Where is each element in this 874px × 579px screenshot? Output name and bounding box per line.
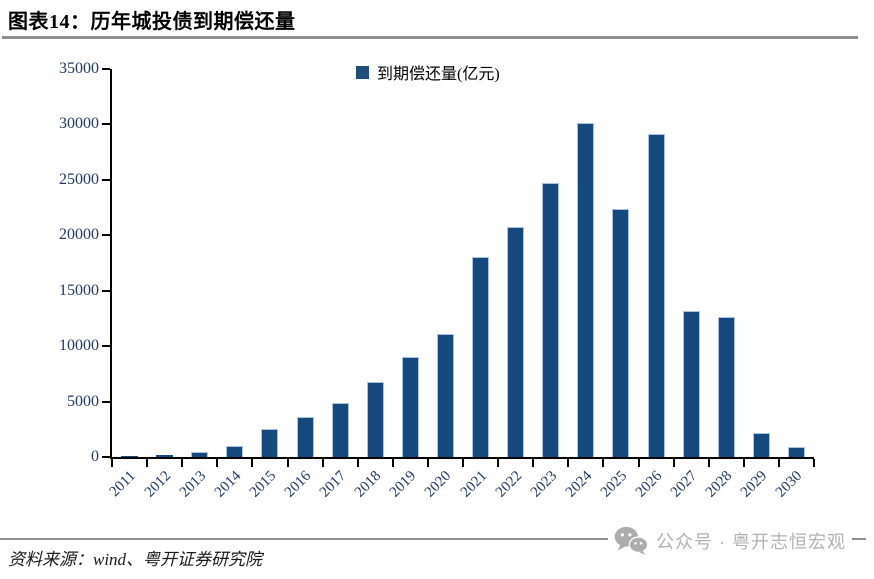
x-tick xyxy=(532,459,535,467)
x-axis-label: 2025 xyxy=(597,468,631,501)
plot-area: 0 5000 10000 15000 20000 25000 30000 35000 2011 2… xyxy=(59,60,815,501)
x-axis-label: 2015 xyxy=(246,468,280,501)
x-tick xyxy=(426,459,429,467)
x-axis-label: 2021 xyxy=(457,468,490,501)
bar-2025 xyxy=(612,208,630,457)
x-axis-label: 2011 xyxy=(106,468,139,501)
x-tick xyxy=(216,459,219,467)
x-axis-label: 2017 xyxy=(316,468,350,501)
x-axis-label: 2026 xyxy=(632,468,666,501)
bar-2030 xyxy=(787,447,805,457)
bar-2024 xyxy=(577,123,595,457)
bar-2018 xyxy=(366,382,384,457)
x-axis-label: 2012 xyxy=(141,468,174,501)
x-axis-label: 2019 xyxy=(387,468,420,501)
watermark: 公众号 · 粤开志恒宏观 xyxy=(608,524,852,557)
x-tick xyxy=(391,459,394,467)
x-axis-label: 2029 xyxy=(738,468,771,501)
legend-marker xyxy=(356,65,369,79)
x-tick xyxy=(637,459,640,467)
bar-2021 xyxy=(472,256,490,457)
x-axis-label: 2013 xyxy=(176,468,210,501)
y-tick xyxy=(102,400,110,403)
y-axis-label: 15000 xyxy=(59,281,99,299)
bar-2017 xyxy=(331,402,349,457)
y-tick xyxy=(102,178,110,181)
x-tick xyxy=(462,459,464,467)
y-tick xyxy=(102,68,110,70)
x-axis-label: 2024 xyxy=(562,468,596,501)
bar-2022 xyxy=(507,226,525,457)
source-note: 资料来源：wind、粤开证券研究院 xyxy=(8,545,263,570)
bar-2020 xyxy=(436,333,454,457)
y-axis-label: 20000 xyxy=(59,226,99,244)
y-axis-label: 35000 xyxy=(59,60,99,77)
bar-2027 xyxy=(682,310,700,457)
footer-divider xyxy=(0,538,866,540)
x-tick xyxy=(672,459,675,467)
watermark-text: 公众号 · 粤开志恒宏观 xyxy=(656,531,846,552)
bar-2016 xyxy=(296,417,314,457)
chart-legend: 到期偿还量(亿元) xyxy=(356,60,500,84)
bar-2013 xyxy=(191,452,209,457)
bar-2023 xyxy=(542,183,560,457)
x-axis-label: 2027 xyxy=(667,468,701,501)
bar-2011 xyxy=(121,456,139,457)
legend-label: 到期偿还量(亿元) xyxy=(377,66,500,83)
x-tick xyxy=(146,459,149,467)
bar-2019 xyxy=(401,357,419,457)
x-tick xyxy=(567,459,570,467)
y-axis-label: 25000 xyxy=(59,170,99,188)
x-tick xyxy=(497,459,500,467)
x-axis-label: 2020 xyxy=(422,468,455,501)
x-tick xyxy=(707,459,710,467)
x-tick xyxy=(813,459,815,467)
figure-title: 图表14：历年城投债到期偿还量 xyxy=(8,11,296,33)
y-axis-label: 10000 xyxy=(59,337,99,355)
y-axis-label: 30000 xyxy=(59,115,99,133)
bar-2028 xyxy=(717,316,735,457)
y-tick xyxy=(102,456,110,458)
wechat-icon xyxy=(614,526,648,555)
x-tick xyxy=(286,459,289,467)
bar-2015 xyxy=(261,428,279,457)
y-tick xyxy=(102,345,110,348)
x-tick xyxy=(111,459,113,467)
x-axis-label: 2028 xyxy=(703,468,736,501)
y-axis-label: 0 xyxy=(91,448,99,465)
x-tick xyxy=(321,459,324,467)
x-tick xyxy=(602,459,605,467)
x-tick xyxy=(181,459,184,467)
y-tick xyxy=(102,234,110,237)
title-divider xyxy=(2,36,858,39)
y-axis-label: 5000 xyxy=(67,392,99,410)
x-tick xyxy=(777,459,780,467)
bar-2012 xyxy=(156,455,174,457)
x-axis-label: 2018 xyxy=(352,468,385,501)
x-axis-label: 2014 xyxy=(211,468,245,501)
y-tick xyxy=(102,123,110,126)
x-axis-label: 2023 xyxy=(527,468,561,501)
x-axis-label: 2022 xyxy=(492,468,525,501)
x-tick xyxy=(742,459,745,467)
bar-2026 xyxy=(647,134,665,457)
x-axis-label: 2016 xyxy=(281,468,315,501)
x-axis-label: 2030 xyxy=(773,468,806,501)
x-tick xyxy=(356,459,359,467)
bar-2029 xyxy=(752,432,770,457)
x-tick xyxy=(251,459,254,467)
bar-2014 xyxy=(226,446,244,457)
y-tick xyxy=(102,289,110,292)
